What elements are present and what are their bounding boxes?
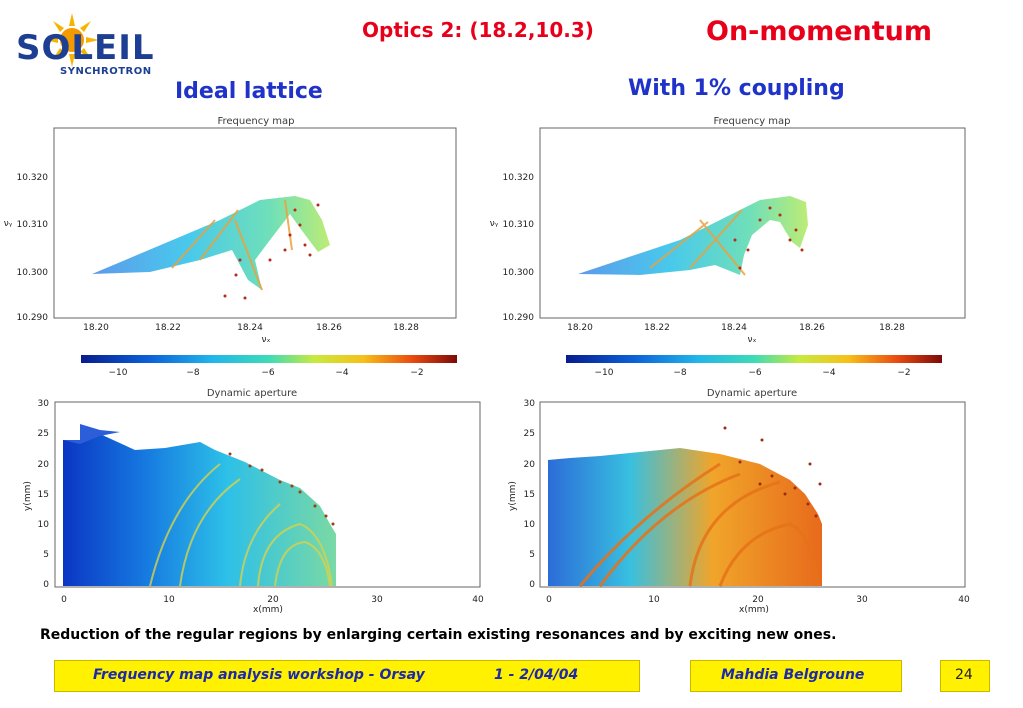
x-tick: 18.26 — [799, 323, 825, 333]
x-axis-label: x(mm) — [739, 605, 769, 615]
x-axis-label: x(mm) — [253, 605, 283, 615]
freq-map-title-left: Frequency map — [217, 116, 294, 127]
y-axis-label: y(mm) — [508, 481, 518, 511]
colorbar-tick: −6 — [748, 368, 762, 378]
frequency-map-figures: Frequency map 10.320 10.310 10.300 10.29… — [4, 116, 966, 378]
optics-title: Optics 2: (18.2,10.3) — [362, 18, 594, 42]
y-tick: 10 — [38, 520, 50, 530]
colorbar-tick: −8 — [186, 368, 200, 378]
x-axis-label: νₓ — [261, 335, 270, 345]
colorbar-left — [81, 355, 457, 363]
figure-caption: Reduction of the regular regions by enla… — [40, 627, 837, 643]
dyn-ap-title-right: Dynamic aperture — [707, 388, 797, 399]
dynamic-aperture-figures: Dynamic aperture 30 25 20 15 10 5 0 0 10… — [23, 388, 970, 615]
y-tick: 0 — [529, 580, 535, 590]
x-tick: 20 — [752, 595, 764, 605]
y-tick: 10.310 — [503, 220, 535, 230]
x-axis-label: νₓ — [747, 335, 756, 345]
sun-icon — [45, 13, 99, 67]
ideal-lattice-caption: Ideal lattice — [175, 79, 323, 104]
x-tick: 18.22 — [644, 323, 670, 333]
x-tick: 18.28 — [393, 323, 419, 333]
y-axis-label: y(mm) — [23, 481, 33, 511]
y-tick: 25 — [38, 429, 49, 439]
x-tick: 18.28 — [879, 323, 905, 333]
x-tick: 18.20 — [567, 323, 593, 333]
y-tick: 0 — [43, 580, 49, 590]
x-tick: 18.24 — [237, 323, 263, 333]
logo-brand: SOLEIL — [16, 28, 155, 68]
footer-author: Mahdia Belgroune — [721, 667, 865, 683]
footer-author-box: Mahdia Belgroune — [690, 660, 902, 692]
x-tick: 0 — [546, 595, 552, 605]
y-tick: 15 — [524, 490, 535, 500]
y-axis-label: νᵧ — [4, 219, 13, 229]
dynamic-aperture-right: Dynamic aperture 30 25 20 15 10 5 0 0 10… — [508, 388, 970, 615]
dynamic-aperture-left: Dynamic aperture 30 25 20 15 10 5 0 0 10… — [23, 388, 484, 615]
colorbar-right — [566, 355, 942, 363]
page-number-box: 24 — [940, 660, 990, 692]
colorbar-tick: −2 — [410, 368, 423, 378]
dyn-ap-title-left: Dynamic aperture — [207, 388, 297, 399]
x-tick: 0 — [61, 595, 67, 605]
colorbar-tick: −2 — [897, 368, 910, 378]
colorbar-tick: −10 — [595, 368, 614, 378]
colorbar-tick: −4 — [822, 368, 836, 378]
y-tick: 10.300 — [503, 268, 535, 278]
x-tick: 40 — [472, 595, 484, 605]
y-tick: 5 — [529, 550, 535, 560]
y-tick: 30 — [38, 399, 50, 409]
x-tick: 18.20 — [83, 323, 109, 333]
y-tick: 10.310 — [17, 220, 49, 230]
colorbar-tick: −4 — [335, 368, 349, 378]
x-tick: 30 — [371, 595, 383, 605]
footer-date: 1 - 2/04/04 — [494, 667, 579, 683]
x-tick: 10 — [648, 595, 660, 605]
y-tick: 30 — [524, 399, 536, 409]
x-tick: 10 — [163, 595, 175, 605]
y-tick: 20 — [524, 460, 536, 470]
colorbar-tick: −6 — [261, 368, 275, 378]
y-tick: 15 — [38, 490, 49, 500]
y-tick: 10 — [524, 520, 536, 530]
logo-subtitle: SYNCHROTRON — [60, 66, 152, 77]
colorbar-tick: −10 — [109, 368, 128, 378]
x-tick: 18.22 — [155, 323, 181, 333]
y-axis-label: νᵧ — [490, 219, 499, 229]
footer-workshop: Frequency map analysis workshop - Orsay — [93, 667, 425, 683]
x-tick: 20 — [267, 595, 279, 605]
frequency-map-left: Frequency map 10.320 10.310 10.300 10.29… — [4, 116, 457, 378]
soleil-logo: SOLEIL SYNCHROTRON — [14, 10, 184, 88]
y-tick: 25 — [524, 429, 535, 439]
momentum-title: On-momentum — [706, 16, 932, 47]
x-tick: 18.24 — [721, 323, 747, 333]
y-tick: 10.320 — [17, 173, 49, 183]
x-tick: 30 — [856, 595, 868, 605]
colorbar-tick: −8 — [673, 368, 687, 378]
coupling-caption: With 1% coupling — [628, 76, 845, 101]
y-tick: 10.290 — [503, 313, 535, 323]
frequency-map-right: Frequency map 10.320 10.310 10.300 10.29… — [490, 116, 966, 378]
footer-workshop-box: Frequency map analysis workshop - Orsay … — [54, 660, 640, 692]
x-tick: 18.26 — [316, 323, 342, 333]
y-tick: 10.300 — [17, 268, 49, 278]
y-tick: 10.290 — [17, 313, 49, 323]
y-tick: 20 — [38, 460, 50, 470]
freq-map-title-right: Frequency map — [713, 116, 790, 127]
y-tick: 5 — [43, 550, 49, 560]
x-tick: 40 — [958, 595, 970, 605]
y-tick: 10.320 — [503, 173, 535, 183]
page-number: 24 — [955, 667, 973, 683]
